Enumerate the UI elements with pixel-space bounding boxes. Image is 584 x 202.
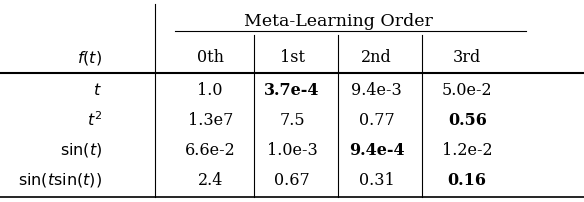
Text: 0.31: 0.31 <box>359 171 395 188</box>
Text: 2.4: 2.4 <box>197 171 223 188</box>
Text: 3.7e-4: 3.7e-4 <box>264 82 320 99</box>
Text: Meta-Learning Order: Meta-Learning Order <box>244 13 433 29</box>
Text: 1.0: 1.0 <box>197 82 223 99</box>
Text: 0.67: 0.67 <box>274 171 310 188</box>
Text: $\sin(t)$: $\sin(t)$ <box>60 141 102 159</box>
Text: 0.77: 0.77 <box>359 112 395 129</box>
Text: 6.6e-2: 6.6e-2 <box>185 142 235 159</box>
Text: 9.4e-3: 9.4e-3 <box>352 82 402 99</box>
Text: $\sin(t\sin(t))$: $\sin(t\sin(t))$ <box>18 171 102 189</box>
Text: 1.0e-3: 1.0e-3 <box>267 142 317 159</box>
Text: 1st: 1st <box>280 49 304 66</box>
Text: 5.0e-2: 5.0e-2 <box>442 82 492 99</box>
Text: 1.3e7: 1.3e7 <box>187 112 233 129</box>
Text: $t^2$: $t^2$ <box>87 111 102 130</box>
Text: 0.16: 0.16 <box>448 171 486 188</box>
Text: 9.4e-4: 9.4e-4 <box>349 142 405 159</box>
Text: 1.2e-2: 1.2e-2 <box>442 142 492 159</box>
Text: $t$: $t$ <box>93 82 102 99</box>
Text: 7.5: 7.5 <box>279 112 305 129</box>
Text: 0.56: 0.56 <box>448 112 486 129</box>
Text: $f(t)$: $f(t)$ <box>77 49 102 67</box>
Text: 3rd: 3rd <box>453 49 481 66</box>
Text: 0th: 0th <box>197 49 224 66</box>
Text: 2nd: 2nd <box>361 49 392 66</box>
